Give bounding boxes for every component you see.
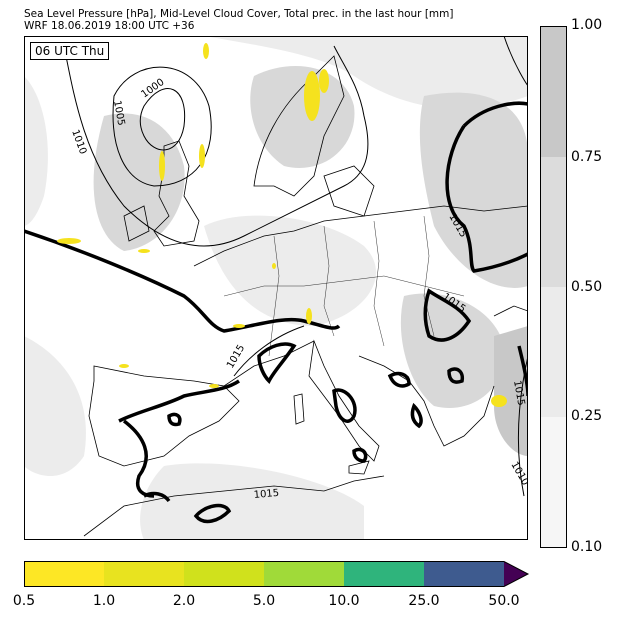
map-canvas: 1000 1005 1010 1015 1015 1015 1015 1015 … <box>24 36 528 540</box>
isobar-1015-ring-2 <box>447 367 465 384</box>
precip-atlantic <box>57 238 81 244</box>
cloud-area-scandinavia <box>250 66 355 168</box>
isobar-1015-main <box>24 229 341 333</box>
cloud-band-2 <box>541 157 566 287</box>
border-1 <box>223 275 465 297</box>
cloud-tick-label: 1.00 <box>571 17 603 33</box>
cloud-area-southeast <box>494 326 528 456</box>
precip-band-2 <box>104 561 184 587</box>
isobar-1015-ring-4 <box>352 447 368 463</box>
isobar-1015-ring-5 <box>193 503 232 524</box>
precip-tick-label: 10.0 <box>328 593 360 609</box>
coast-scandinavia <box>253 55 345 197</box>
precip-uk-north <box>159 151 165 181</box>
precip-norway-2 <box>319 69 329 93</box>
isobar-1015-northeast <box>445 101 528 273</box>
precip-tick-label: 25.0 <box>408 593 440 609</box>
cloud-area-central <box>204 215 376 326</box>
chart-subtitle: WRF 18.06.2019 18:00 UTC +36 <box>24 20 195 32</box>
isobar-1015-italy-2 <box>332 388 357 423</box>
isobar-label: 1005 <box>111 100 126 127</box>
precip-iberia-east <box>209 384 219 388</box>
coast-italy <box>308 339 380 462</box>
coastline-layer <box>83 55 528 537</box>
precip-band-extend <box>504 561 528 587</box>
border-2 <box>268 235 280 357</box>
precip-iberia-west <box>119 364 129 368</box>
coast-great-britain <box>153 140 200 247</box>
coast-sardinia <box>293 393 305 425</box>
isobar-1010-west <box>63 45 369 247</box>
precip-france-south <box>233 324 245 328</box>
coast-africa <box>83 475 385 537</box>
coast-france-south <box>223 340 315 387</box>
precip-germany <box>272 263 276 269</box>
coast-baltic <box>323 165 375 217</box>
isobar-1015-africa <box>143 491 171 503</box>
isobar-1015-ring-3 <box>167 412 182 427</box>
cloud-cover-colorbar <box>540 26 567 548</box>
cloud-area-west <box>24 336 86 476</box>
precip-tick-label: 5.0 <box>252 593 276 609</box>
coast-sicily <box>348 460 370 475</box>
precip-norway <box>304 71 320 121</box>
isobar-1015-balkans <box>423 288 472 342</box>
precip-tick-label: 50.0 <box>488 593 520 609</box>
precip-layer <box>57 43 507 407</box>
border-layer <box>223 215 465 357</box>
cloud-band-3 <box>541 287 566 417</box>
coast-balkans <box>358 355 495 447</box>
border-3 <box>323 225 335 337</box>
isobar-label: 1015 <box>511 380 526 407</box>
coast-continent-north <box>193 205 528 267</box>
map-frame <box>24 36 528 540</box>
precip-tick-label: 2.0 <box>172 593 196 609</box>
weather-map: 1000 1005 1010 1015 1015 1015 1015 1015 … <box>24 36 528 540</box>
cloud-tick-label: 0.25 <box>571 408 603 424</box>
cloud-band-4 <box>541 417 566 547</box>
precip-uk-west <box>138 249 150 253</box>
isobar-1015-greece <box>410 402 423 429</box>
valid-time-label: 06 UTC Thu <box>30 42 110 60</box>
border-5 <box>423 215 435 337</box>
cloud-band-1 <box>541 27 566 157</box>
cloud-tick-label: 0.10 <box>571 539 603 555</box>
isobar-1015-ring-1 <box>387 371 411 388</box>
precip-tick-label: 1.0 <box>92 593 116 609</box>
precip-alps <box>306 308 312 324</box>
precip-band-5 <box>344 561 424 587</box>
chart-title: Sea Level Pressure [hPa], Mid-Level Clou… <box>24 8 454 20</box>
precip-tick-label: 0.5 <box>12 593 36 609</box>
cloud-area-north <box>204 36 528 109</box>
isobar-1015-italy-1 <box>257 342 297 384</box>
isobar-1000 <box>139 88 186 151</box>
isobar-1015-spain <box>118 379 240 423</box>
precip-band-3 <box>184 561 264 587</box>
precip-uk-east <box>199 144 205 168</box>
isobar-label: 1015 <box>253 488 279 501</box>
precip-band-6 <box>424 561 504 587</box>
border-4 <box>373 220 385 347</box>
precip-colorbar-outline <box>24 561 530 587</box>
cloud-area-uk <box>93 113 185 251</box>
precip-colorbar-svg <box>24 561 530 587</box>
cloud-tick-label: 0.50 <box>571 279 603 295</box>
precip-band-1 <box>24 561 104 587</box>
precip-colorbar <box>24 561 530 591</box>
coast-black-sea <box>493 305 528 317</box>
precip-band-4 <box>264 561 344 587</box>
isobars-thick <box>24 101 528 524</box>
coast-ireland <box>123 205 150 242</box>
cloud-tick-label: 0.75 <box>571 149 603 165</box>
precip-turkey <box>491 395 507 407</box>
cloud-area-east <box>419 92 528 288</box>
cloud-area-atlantic <box>24 76 48 226</box>
isobar-1015-south <box>233 325 305 377</box>
cloud-area-africa <box>140 463 364 540</box>
precip-north-sea <box>203 43 209 59</box>
coast-iberia <box>88 365 240 467</box>
